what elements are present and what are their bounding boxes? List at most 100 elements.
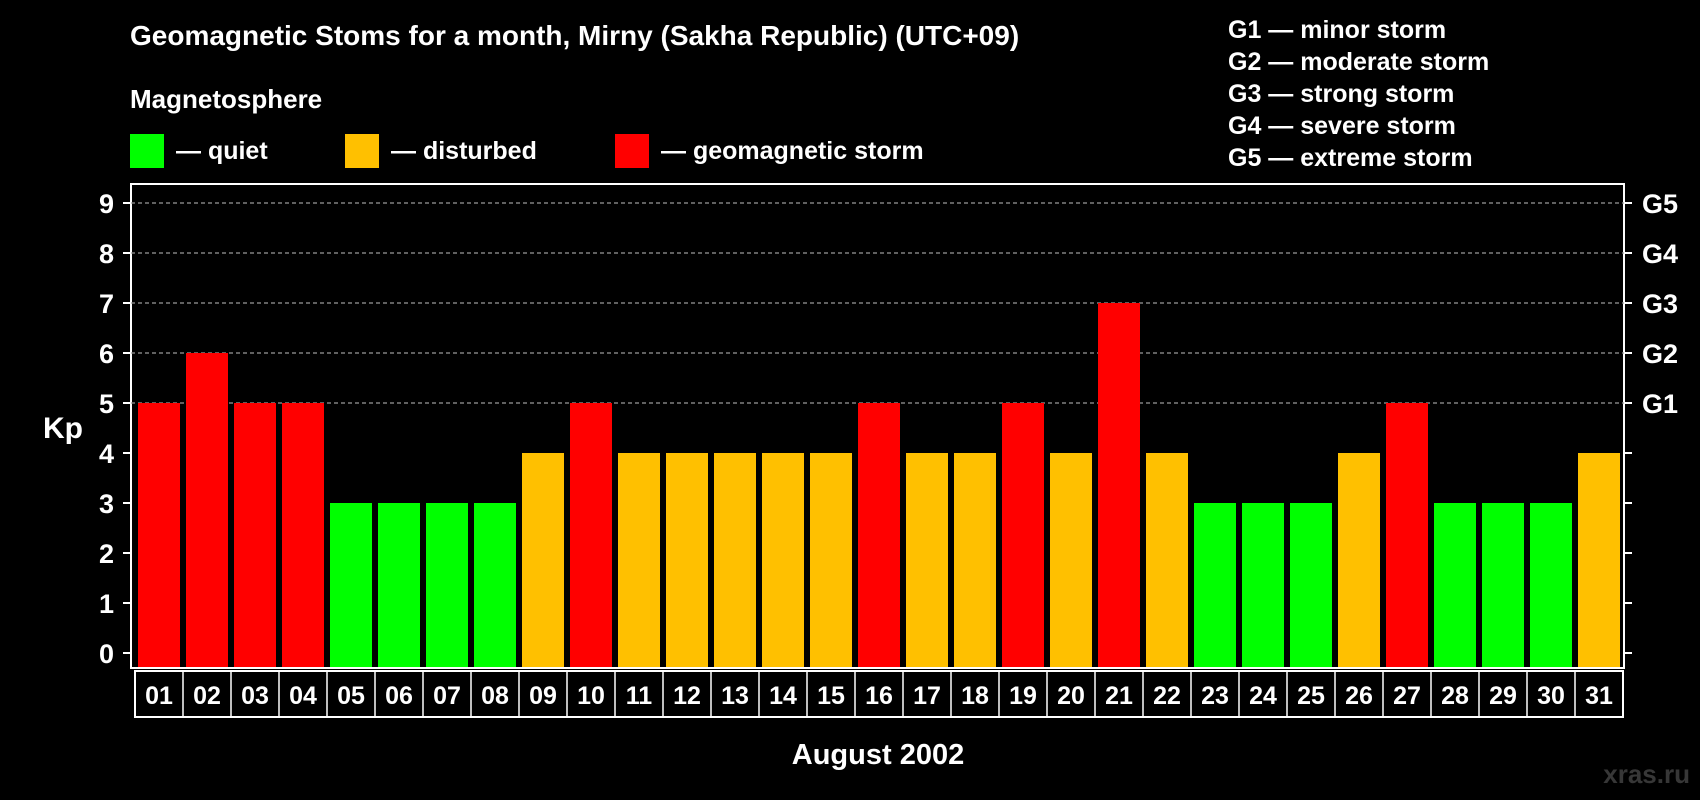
x-tick-label-03: 03 [241,682,269,710]
x-tick-label-24: 24 [1249,682,1277,710]
y-tick-label-5: 5 [99,389,114,419]
bar-20 [1050,453,1092,667]
x-tick-label-17: 17 [913,682,941,710]
g-scale-g1: G1 — minor storm [1228,16,1447,44]
right-axis-label-g1: G1 [1642,389,1678,419]
bar-08 [474,503,516,667]
bar-16 [858,403,900,667]
y-tick-label-7: 7 [99,289,114,319]
bar-19 [1002,403,1044,667]
bar-11 [618,453,660,667]
chart-title: Geomagnetic Stoms for a month, Mirny (Sa… [130,20,1020,51]
bar-30 [1530,503,1572,667]
x-tick-label-23: 23 [1201,682,1229,710]
magnetosphere-title: Magnetosphere [130,84,323,114]
x-tick-label-05: 05 [337,682,365,710]
x-tick-label-20: 20 [1057,682,1085,710]
right-axis-label-g3: G3 [1642,289,1678,319]
bar-25 [1290,503,1332,667]
g-scale-g4: G4 — severe storm [1228,112,1456,140]
g-scale-g2: G2 — moderate storm [1228,48,1490,76]
bar-24 [1242,503,1284,667]
y-tick-label-3: 3 [99,489,114,519]
legend-storm-swatch [615,134,649,168]
bar-07 [426,503,468,667]
bar-22 [1146,453,1188,667]
y-tick-label-2: 2 [99,539,114,569]
x-tick-label-15: 15 [817,682,845,710]
x-tick-label-06: 06 [385,682,413,710]
y-axis-title: Kp [43,412,83,445]
x-tick-label-13: 13 [721,682,749,710]
bar-13 [714,453,756,667]
legend-storm: — geomagnetic storm [615,134,924,168]
x-tick-label-28: 28 [1441,682,1469,710]
legend-quiet-swatch [130,134,164,168]
plot-frame [130,183,1625,669]
x-tick-label-04: 04 [289,682,317,710]
x-tick-label-31: 31 [1585,682,1613,710]
x-tick-label-30: 30 [1537,682,1565,710]
y-tick-label-9: 9 [99,189,114,219]
bar-03 [234,403,276,667]
x-tick-label-09: 09 [529,682,557,710]
bar-27 [1386,403,1428,667]
y-tick-label-0: 0 [99,639,114,669]
date-table [134,670,1624,718]
bar-15 [810,453,852,667]
bar-04 [282,403,324,667]
g-scale-g5: G5 — extreme storm [1228,144,1473,172]
bar-23 [1194,503,1236,667]
bar-09 [522,453,564,667]
bar-12 [666,453,708,667]
bar-05 [330,503,372,667]
x-tick-label-27: 27 [1393,682,1421,710]
x-tick-label-10: 10 [577,682,605,710]
x-tick-label-29: 29 [1489,682,1517,710]
legend-quiet: — quiet [130,134,268,168]
bar-06 [378,503,420,667]
x-tick-label-22: 22 [1153,682,1181,710]
legend-disturbed-swatch [345,134,379,168]
bar-10 [570,403,612,667]
legend-disturbed-label: — disturbed [391,136,537,165]
bar-21 [1098,303,1140,667]
legend-disturbed: — disturbed [345,134,537,168]
right-axis-label-g2: G2 [1642,339,1678,369]
bar-31 [1578,453,1620,667]
x-tick-label-11: 11 [626,682,653,710]
x-tick-label-25: 25 [1297,682,1325,710]
bar-28 [1434,503,1476,667]
bar-14 [762,453,804,667]
x-tick-label-21: 21 [1105,682,1133,710]
g-scale-g3: G3 — strong storm [1228,80,1455,108]
bar-01 [138,403,180,667]
x-tick-label-07: 07 [433,682,461,710]
y-tick-label-8: 8 [99,239,114,269]
right-axis-label-g5: G5 [1642,189,1678,219]
g-scale-legend: G1 — minor storm G2 — moderate storm G3 … [1228,14,1489,174]
x-axis-title: August 2002 [792,739,964,771]
x-tick-label-14: 14 [769,682,797,710]
x-tick-label-19: 19 [1009,682,1037,710]
legend-quiet-label: — quiet [176,136,268,165]
bar-26 [1338,453,1380,667]
x-tick-label-16: 16 [865,682,893,710]
bar-18 [954,453,996,667]
bar-02 [186,353,228,667]
x-tick-label-26: 26 [1345,682,1373,710]
y-tick-label-4: 4 [99,439,114,469]
x-tick-label-02: 02 [193,682,221,710]
x-tick-label-01: 01 [145,682,173,710]
bar-17 [906,453,948,667]
legend-storm-label: — geomagnetic storm [661,136,924,165]
right-axis-label-g4: G4 [1642,239,1678,269]
y-tick-label-1: 1 [99,589,114,619]
watermark: xras.ru [1603,759,1690,789]
x-tick-label-12: 12 [673,682,701,710]
x-tick-label-08: 08 [481,682,509,710]
y-tick-label-6: 6 [99,339,114,369]
bar-29 [1482,503,1524,667]
x-tick-label-18: 18 [961,682,989,710]
